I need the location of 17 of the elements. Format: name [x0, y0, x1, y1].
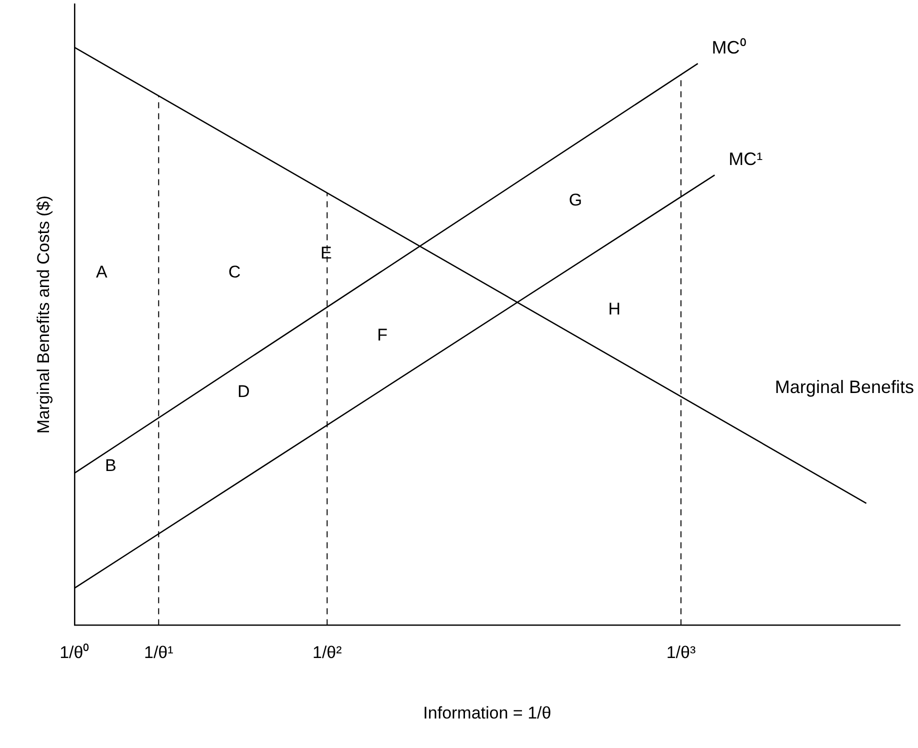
annotation: C	[228, 262, 241, 282]
x-tick-label: 1/θ¹	[144, 643, 174, 662]
x-tick-label: 1/θ³	[666, 643, 696, 662]
annotation: F	[377, 325, 388, 344]
text: Marginal Benefits	[774, 377, 914, 398]
x-tick-label: 1/θ²	[312, 643, 342, 662]
series-label: MC⁰	[712, 37, 746, 58]
annotation: D	[238, 382, 250, 401]
x-axis-title: Information = 1/θ	[423, 703, 552, 722]
x-tick-label: 1/θ⁰	[60, 643, 90, 662]
y-axis-title: Marginal Benefits and Costs ($)	[34, 196, 53, 434]
annotation: G	[568, 190, 582, 210]
annotation: H	[608, 299, 620, 318]
annotation: A	[96, 262, 108, 282]
annotation: B	[105, 456, 116, 475]
series-label: MC¹	[728, 149, 763, 170]
annotation: E	[320, 243, 332, 262]
